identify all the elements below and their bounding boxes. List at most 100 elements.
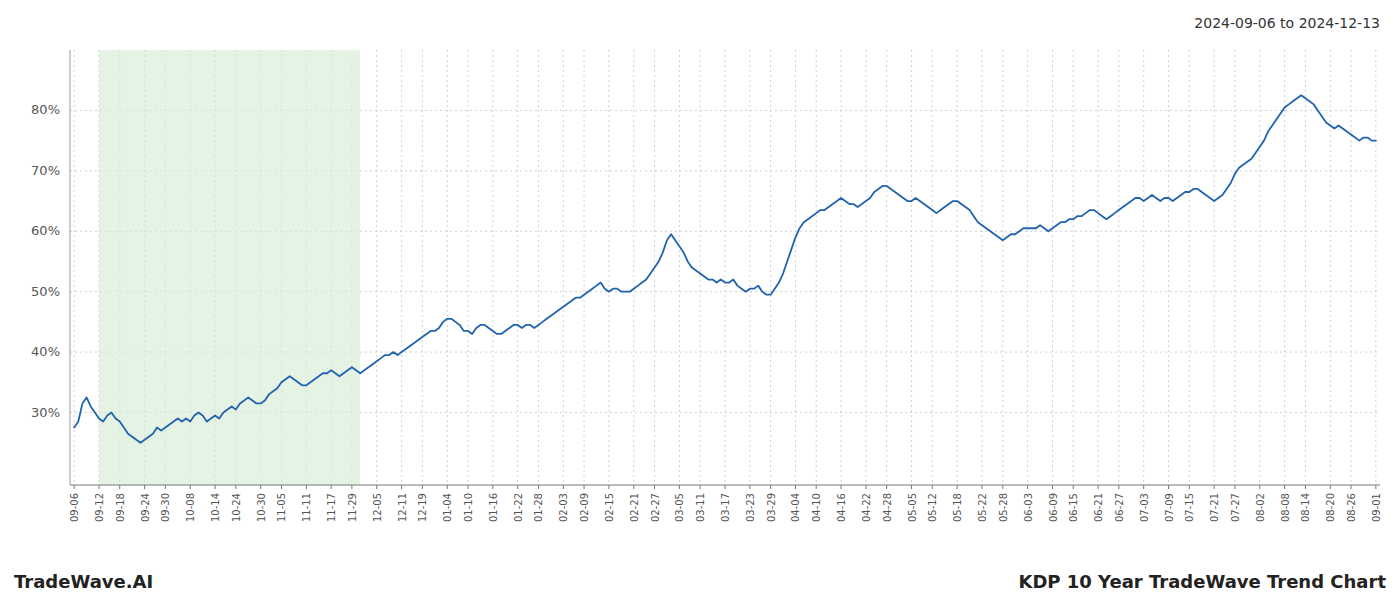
x-tick-label: 10-08 xyxy=(185,493,196,522)
x-tick xyxy=(538,485,539,489)
x-tick xyxy=(1259,485,1260,489)
x-tick-label: 03-29 xyxy=(766,493,777,522)
x-grid-line xyxy=(1350,50,1351,485)
x-tick xyxy=(700,485,701,489)
y-tick-label: 70% xyxy=(31,163,60,178)
x-tick xyxy=(1143,485,1144,489)
x-tick-label: 01-28 xyxy=(533,493,544,522)
x-tick-label: 05-18 xyxy=(952,493,963,522)
x-axis-line xyxy=(70,485,1380,486)
x-tick xyxy=(1214,485,1215,489)
x-tick xyxy=(1189,485,1190,489)
x-tick-label: 07-09 xyxy=(1164,493,1175,522)
x-tick xyxy=(74,485,75,489)
x-tick-label: 10-14 xyxy=(210,493,221,522)
x-grid-line xyxy=(1052,50,1053,485)
x-tick-label: 06-03 xyxy=(1023,493,1034,522)
x-tick-label: 05-22 xyxy=(977,493,988,522)
x-grid-line xyxy=(911,50,912,485)
x-tick-label: 02-21 xyxy=(629,493,640,522)
x-grid-line xyxy=(1214,50,1215,485)
x-tick-label: 09-06 xyxy=(69,493,80,522)
x-tick xyxy=(306,485,307,489)
x-tick-label: 01-10 xyxy=(463,493,474,522)
x-tick xyxy=(119,485,120,489)
x-grid-line xyxy=(865,50,866,485)
x-grid-line xyxy=(401,50,402,485)
x-tick xyxy=(841,485,842,489)
x-tick xyxy=(1052,485,1053,489)
x-grid-line xyxy=(886,50,887,485)
x-tick-label: 01-04 xyxy=(442,493,453,522)
x-grid-line xyxy=(1118,50,1119,485)
x-tick xyxy=(401,485,402,489)
x-tick xyxy=(1350,485,1351,489)
x-tick-label: 12-05 xyxy=(372,493,383,522)
x-tick-label: 11-17 xyxy=(326,493,337,522)
x-grid-line xyxy=(1189,50,1190,485)
x-tick xyxy=(281,485,282,489)
x-grid-line xyxy=(1234,50,1235,485)
x-grid-line xyxy=(633,50,634,485)
x-tick xyxy=(725,485,726,489)
x-grid-line xyxy=(467,50,468,485)
x-tick-label: 04-28 xyxy=(882,493,893,522)
x-tick-label: 09-18 xyxy=(115,493,126,522)
x-grid-line xyxy=(749,50,750,485)
x-tick-label: 08-14 xyxy=(1300,493,1311,522)
x-grid-line xyxy=(725,50,726,485)
x-tick xyxy=(654,485,655,489)
x-tick-label: 09-12 xyxy=(94,493,105,522)
x-tick xyxy=(1002,485,1003,489)
x-grid-line xyxy=(700,50,701,485)
chart: 30%40%50%60%70%80%09-0609-1209-1809-2409… xyxy=(0,0,1400,600)
x-grid-line xyxy=(517,50,518,485)
x-tick xyxy=(1330,485,1331,489)
x-grid-line xyxy=(932,50,933,485)
x-tick xyxy=(1234,485,1235,489)
x-tick-label: 03-23 xyxy=(745,493,756,522)
texts: 30%40%50%60%70%80%09-0609-1209-1809-2409… xyxy=(14,15,1386,592)
x-grid-line xyxy=(816,50,817,485)
x-tick xyxy=(144,485,145,489)
x-tick xyxy=(351,485,352,489)
x-tick xyxy=(165,485,166,489)
x-tick xyxy=(563,485,564,489)
x-tick xyxy=(331,485,332,489)
annotation: TradeWave.AI xyxy=(14,571,153,592)
x-tick-label: 09-01 xyxy=(1371,493,1382,522)
x-grid-line xyxy=(795,50,796,485)
x-tick-label: 08-02 xyxy=(1255,493,1266,522)
x-grid-line xyxy=(1168,50,1169,485)
x-tick-label: 04-16 xyxy=(836,493,847,522)
x-tick xyxy=(1027,485,1028,489)
x-tick xyxy=(1168,485,1169,489)
x-tick-label: 05-12 xyxy=(927,493,938,522)
x-grid-line xyxy=(1259,50,1260,485)
x-grid-line xyxy=(770,50,771,485)
x-grid-line xyxy=(1002,50,1003,485)
x-tick-label: 10-24 xyxy=(231,493,242,522)
x-tick-label: 02-09 xyxy=(579,493,590,522)
x-tick xyxy=(795,485,796,489)
x-grid-line xyxy=(1375,50,1376,485)
x-tick xyxy=(749,485,750,489)
x-tick-label: 08-26 xyxy=(1346,493,1357,522)
shaded-region xyxy=(99,50,360,485)
y-tick-label: 50% xyxy=(31,284,60,299)
x-tick-label: 06-27 xyxy=(1114,493,1125,522)
x-tick xyxy=(679,485,680,489)
x-tick-label: 11-11 xyxy=(301,493,312,522)
y-tick-label: 30% xyxy=(31,405,60,420)
x-tick xyxy=(422,485,423,489)
x-tick-label: 03-11 xyxy=(695,493,706,522)
y-axis-line xyxy=(70,50,71,485)
x-tick-label: 11-29 xyxy=(347,493,358,522)
x-grid-line xyxy=(74,50,75,485)
x-tick xyxy=(260,485,261,489)
x-tick-label: 08-20 xyxy=(1325,493,1336,522)
x-tick-label: 06-15 xyxy=(1068,493,1079,522)
x-grid-line xyxy=(563,50,564,485)
x-tick-label: 11-05 xyxy=(276,493,287,522)
x-grid-line xyxy=(982,50,983,485)
